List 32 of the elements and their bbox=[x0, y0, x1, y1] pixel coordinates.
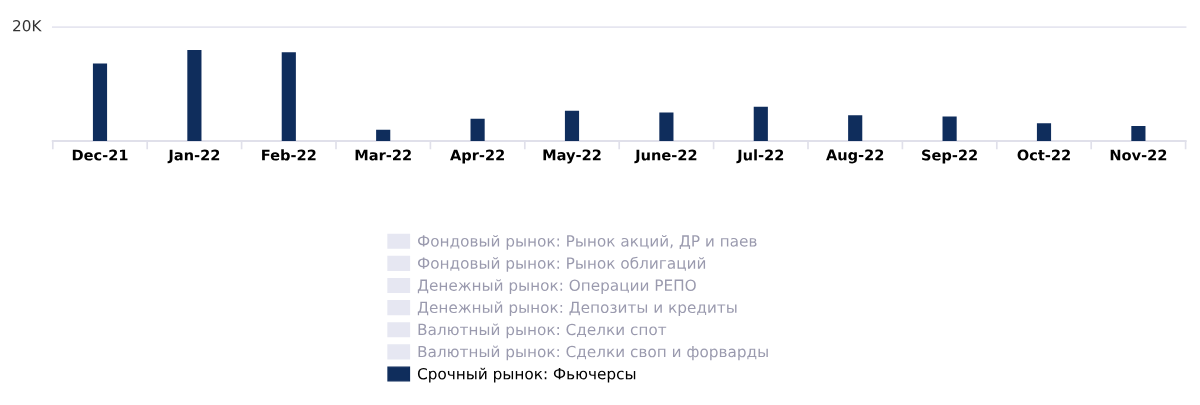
legend-label: Валютный рынок: Сделки своп и форварды bbox=[418, 345, 768, 361]
x-tick-label: June-22 bbox=[634, 149, 697, 164]
bar bbox=[942, 116, 957, 141]
bar bbox=[187, 49, 202, 141]
x-tick-label: Dec-21 bbox=[72, 149, 128, 161]
x-tick-label: Jan-22 bbox=[167, 149, 220, 164]
x-tick-label: Nov-22 bbox=[1110, 149, 1167, 161]
bar bbox=[753, 106, 768, 141]
x-tick-label: Feb-22 bbox=[262, 149, 316, 161]
legend-label: Валютный рынок: Сделки спот bbox=[418, 323, 667, 339]
bar bbox=[848, 115, 863, 141]
x-tick-label: Jul-22 bbox=[736, 149, 784, 164]
ref-line-label: 20K bbox=[13, 20, 42, 32]
x-tick-label: Aug-22 bbox=[826, 149, 884, 164]
legend-label: Фондовый рынок: Рынок акций, ДР и паев bbox=[417, 234, 757, 250]
x-tick-label: Mar-22 bbox=[355, 149, 411, 161]
x-tick-label: May-22 bbox=[543, 149, 601, 164]
x-tick-label: Sep-22 bbox=[922, 149, 977, 164]
bar bbox=[376, 129, 391, 141]
legend-label: Фондовый рынок: Рынок облигаций bbox=[417, 256, 706, 272]
bar bbox=[281, 52, 296, 141]
bar bbox=[564, 110, 580, 141]
bar bbox=[659, 112, 674, 141]
bar bbox=[470, 118, 485, 141]
bar bbox=[1036, 123, 1052, 141]
bar bbox=[1131, 126, 1146, 141]
legend-label: Срочный рынок: Фьючерсы bbox=[417, 367, 636, 383]
x-tick-label: Oct-22 bbox=[1017, 149, 1070, 161]
legend-label: Денежный рынок: Операции РЕПО bbox=[417, 279, 696, 294]
x-tick-label: Apr-22 bbox=[450, 149, 504, 164]
legend-label: Денежный рынок: Депозиты и кредиты bbox=[417, 301, 737, 317]
bar bbox=[92, 63, 108, 141]
